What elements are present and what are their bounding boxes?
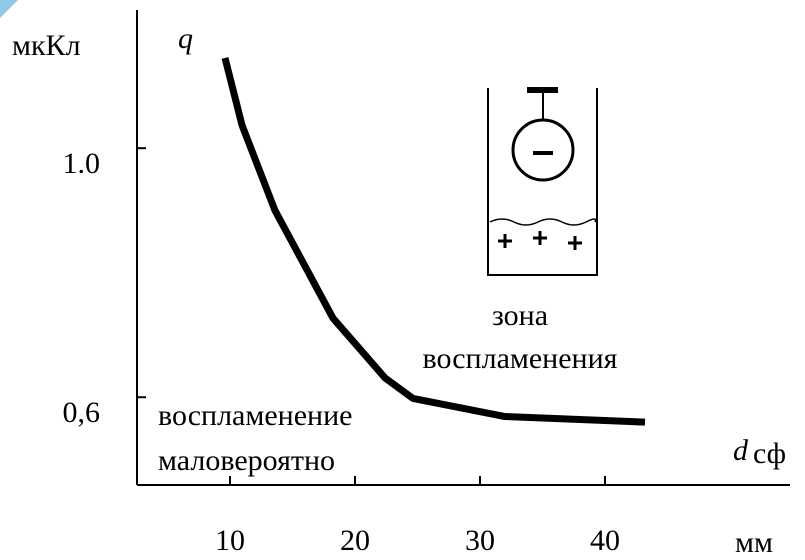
annotation: воспламенение bbox=[158, 399, 352, 432]
inset-diagram bbox=[488, 88, 597, 275]
y-unit: мкКл bbox=[12, 29, 81, 62]
annotation: зона bbox=[492, 299, 548, 332]
annotation: маловероятно bbox=[158, 444, 335, 477]
x-label: d bbox=[733, 434, 749, 467]
x-unit: мм bbox=[735, 526, 773, 559]
corner-decoration bbox=[0, 0, 18, 18]
liquid-surface bbox=[490, 219, 596, 225]
annotation: воспламенения bbox=[423, 342, 618, 375]
x-tick-label: 20 bbox=[340, 524, 370, 557]
y-label: q bbox=[178, 22, 193, 55]
plus-signs bbox=[498, 231, 582, 250]
sphere bbox=[513, 120, 573, 180]
x-tick-label: 10 bbox=[215, 524, 245, 557]
x-label-sub: сф bbox=[753, 437, 786, 470]
chart: мкКл q d сф мм 1.0 0,6 10 20 30 40 зона восплам… bbox=[0, 0, 805, 560]
y-tick-label: 1.0 bbox=[63, 147, 101, 180]
x-tick-label: 30 bbox=[465, 524, 495, 557]
y-tick-label: 0,6 bbox=[63, 396, 101, 429]
x-tick-label: 40 bbox=[590, 524, 620, 557]
